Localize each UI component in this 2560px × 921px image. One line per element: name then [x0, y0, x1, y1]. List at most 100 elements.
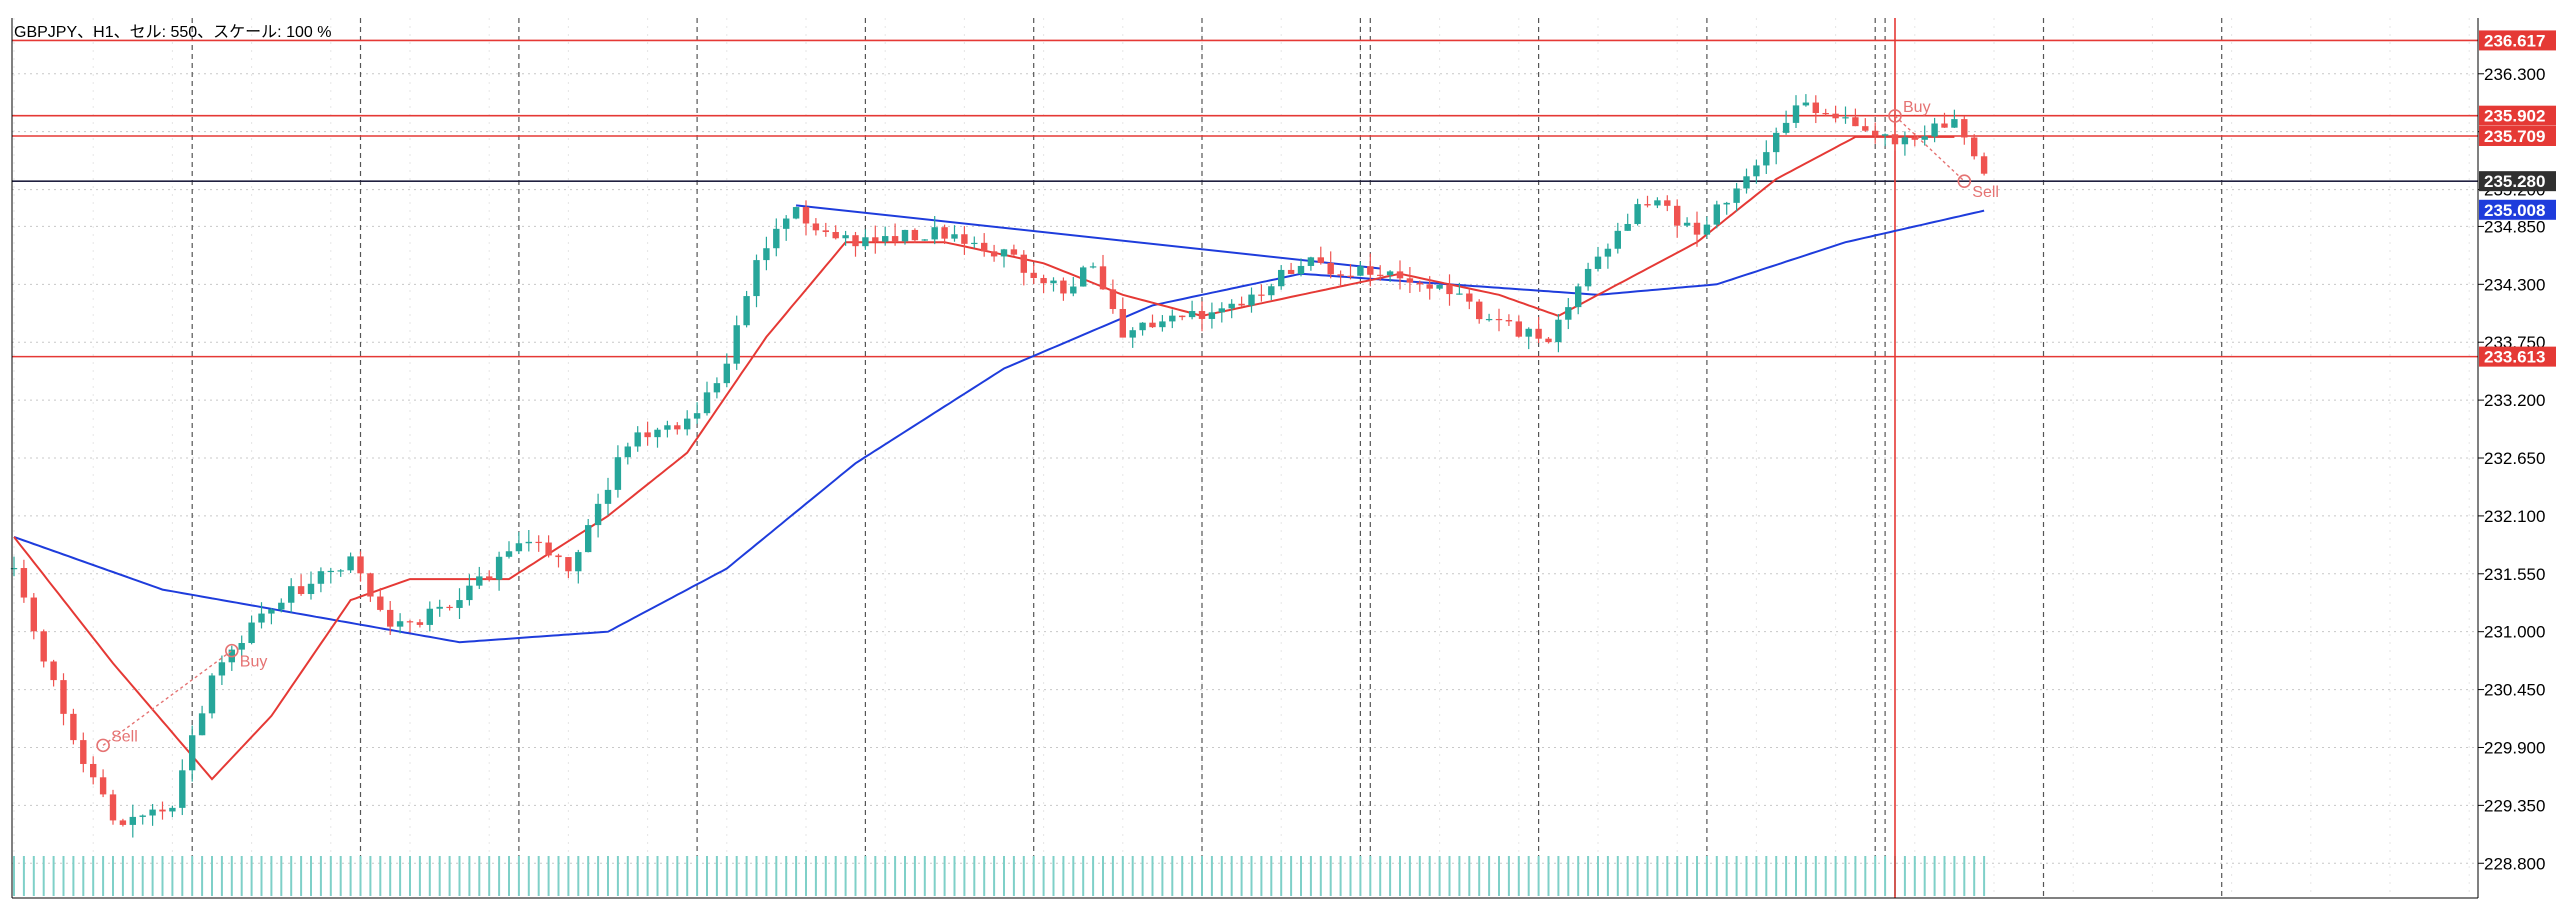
candle-body	[1396, 271, 1404, 279]
candle-body	[208, 675, 216, 714]
candle-body	[1862, 126, 1869, 131]
candle-body	[406, 621, 414, 623]
candle-body	[832, 232, 839, 239]
candle-body	[218, 662, 226, 676]
candle-body	[50, 661, 57, 681]
horizontal-lines[interactable]	[12, 18, 2478, 898]
candle-body	[703, 392, 711, 414]
candle-body	[486, 576, 493, 580]
y-tick-label: 230.450	[2484, 681, 2545, 700]
candle-body	[1386, 271, 1394, 276]
candle-body	[1723, 202, 1730, 205]
candle-body	[1555, 319, 1562, 343]
hline-price-label-bg	[2479, 105, 2556, 126]
candle-body	[1565, 307, 1572, 320]
candle-body	[763, 248, 770, 261]
candle-body	[1169, 315, 1176, 322]
candle-body	[1000, 249, 1008, 257]
candle-body	[624, 446, 631, 458]
trade-close-marker	[1957, 174, 1972, 188]
candle-body	[1763, 152, 1770, 166]
candle-body	[1961, 119, 1968, 138]
hline-price-label-bg	[2479, 126, 2556, 146]
candle-body	[1179, 315, 1186, 318]
candle-body	[1971, 137, 1978, 157]
candle-body	[535, 541, 542, 544]
trade-open-label: Sell	[111, 728, 138, 745]
hline-price-label: 236.617	[2484, 31, 2545, 50]
trade-close-marker	[225, 643, 239, 658]
candle-body	[1307, 257, 1315, 266]
ma-price-label-bg	[2479, 199, 2556, 220]
candle-body	[882, 236, 889, 242]
trendline[interactable]	[795, 204, 1381, 270]
candle-body	[1060, 280, 1067, 294]
candle-body	[1268, 286, 1275, 296]
candle-body	[525, 541, 532, 544]
candle-body	[1931, 123, 1938, 137]
candle-body	[634, 432, 641, 447]
candle-body	[396, 621, 404, 627]
candle-body	[1020, 254, 1027, 273]
candle-body	[921, 239, 928, 241]
candle-body	[1792, 105, 1800, 123]
candle-body	[1911, 137, 1918, 140]
chart-info-title: GBPJPY、H1、セル: 550、スケール: 100 %	[14, 23, 331, 41]
candle-body	[555, 555, 562, 558]
trade-line	[102, 650, 233, 746]
candle-body	[288, 586, 295, 603]
candle-body	[1594, 256, 1602, 269]
trade-open-label: Buy	[1903, 99, 1931, 116]
candle-body	[1584, 268, 1592, 287]
y-tick-label: 231.550	[2484, 565, 2545, 584]
candle-body	[1575, 286, 1582, 308]
candle-body	[1743, 176, 1750, 189]
y-tick-label: 236.300	[2484, 65, 2545, 84]
candle-body	[1030, 272, 1037, 279]
candle-body	[1228, 303, 1235, 309]
candle-body	[1278, 269, 1285, 287]
candle-body	[783, 218, 790, 229]
candle-body	[1753, 165, 1760, 177]
candle-body	[1129, 330, 1136, 338]
candle-body	[1040, 278, 1047, 284]
ma-price-label: 235.008	[2484, 201, 2545, 220]
candle-body	[129, 816, 136, 825]
candle-body	[743, 296, 750, 326]
candle-body	[268, 609, 275, 614]
candle-body	[1188, 311, 1196, 318]
candle-body	[614, 457, 622, 490]
candle-body	[1426, 284, 1433, 289]
trade-close-label: Sell	[1972, 184, 1999, 201]
candle-body	[931, 227, 938, 240]
candle-body	[911, 229, 919, 241]
candle-body	[1782, 122, 1790, 133]
candle-body	[1951, 119, 1958, 128]
candle-body	[258, 613, 265, 623]
candle-body	[1535, 328, 1542, 339]
candle-body	[1881, 134, 1889, 136]
candle-body	[1238, 303, 1245, 306]
candle-body	[1080, 267, 1087, 287]
current-price-label: 235.280	[2484, 172, 2545, 191]
candle-body	[872, 237, 879, 242]
candle-body	[1822, 113, 1829, 115]
candle-body	[149, 809, 156, 816]
candle-body	[1119, 308, 1126, 338]
candle-body	[862, 237, 869, 247]
candle-body	[1446, 284, 1453, 295]
candle-body	[238, 643, 245, 650]
candle-body	[1159, 321, 1166, 328]
candle-body	[792, 207, 800, 219]
candle-body	[1525, 328, 1532, 337]
candle-body	[1921, 136, 1928, 140]
candle-body	[971, 242, 978, 245]
candle-body	[1050, 280, 1057, 284]
candle-body	[1832, 113, 1839, 119]
candle-body	[476, 576, 483, 586]
candle-body	[1357, 266, 1364, 276]
candle-body	[1634, 204, 1641, 224]
candle-body	[1891, 134, 1899, 145]
